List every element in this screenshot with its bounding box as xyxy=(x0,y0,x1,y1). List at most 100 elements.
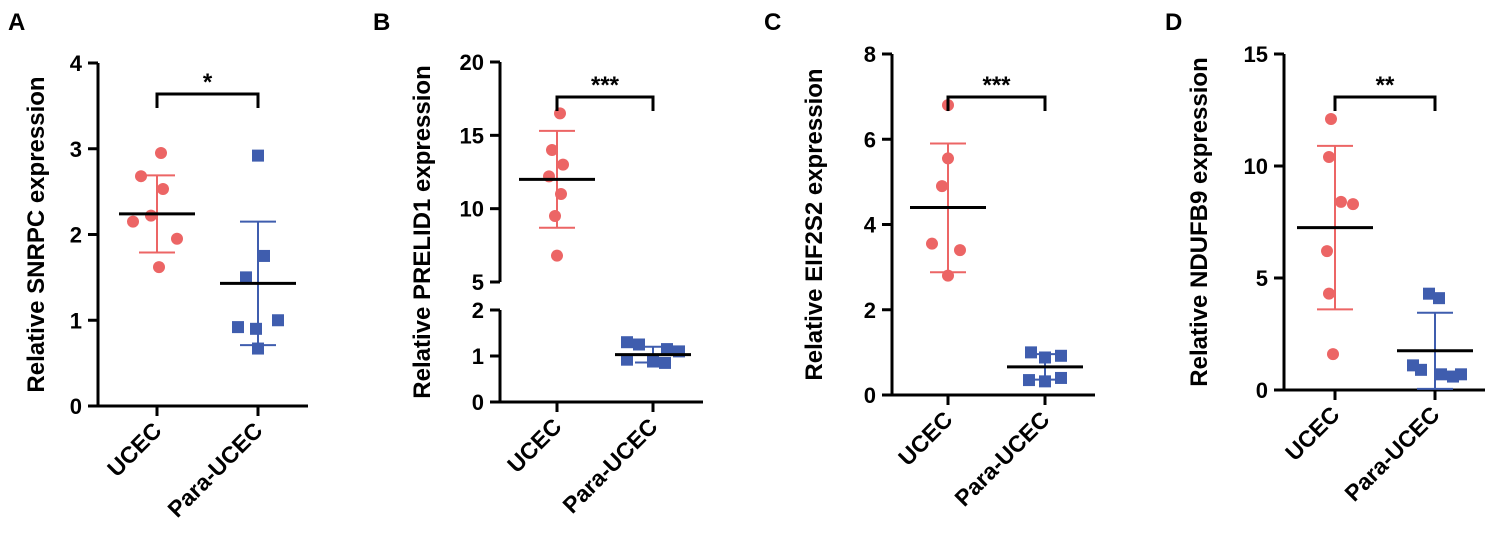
significance-label: * xyxy=(203,69,213,96)
data-point xyxy=(155,147,167,160)
data-point xyxy=(954,244,966,257)
y-tick-label: 3 xyxy=(70,137,82,162)
data-point xyxy=(1055,371,1067,384)
y-tick-label: 5 xyxy=(1256,266,1268,291)
x-tick-label: UCEC xyxy=(1280,401,1344,465)
data-point xyxy=(621,353,633,366)
data-point xyxy=(1025,346,1037,359)
data-point xyxy=(659,356,671,369)
y-tick-label: 0 xyxy=(1256,378,1268,403)
x-tick-label: UCEC xyxy=(502,413,566,477)
series-ucec xyxy=(1297,112,1373,361)
y-axis-label: Relative NDUFB9 expression xyxy=(1186,57,1213,386)
data-point xyxy=(1039,375,1051,388)
data-point xyxy=(551,249,563,262)
x-tick-label: Para-UCEC xyxy=(1339,401,1444,506)
y-axis-label: Relative SNRPC expression xyxy=(23,76,50,392)
data-point xyxy=(633,338,645,351)
data-point xyxy=(557,158,569,171)
series-para-ucec xyxy=(1397,287,1473,390)
significance-bracket xyxy=(1333,95,1437,111)
y-tick-label: 2 xyxy=(864,298,876,323)
data-point xyxy=(1323,287,1335,300)
data-point xyxy=(1327,348,1339,361)
y-tick-label: 0 xyxy=(864,383,876,408)
data-point xyxy=(1335,195,1347,208)
y-tick-label: 1 xyxy=(472,344,484,369)
data-point xyxy=(926,237,938,250)
significance-label: *** xyxy=(982,72,1011,99)
panel-letter: B xyxy=(373,9,390,36)
y-tick-label: 1 xyxy=(70,308,82,333)
data-point xyxy=(135,170,147,183)
x-tick-label: UCEC xyxy=(102,417,166,481)
data-point xyxy=(942,152,954,165)
data-point xyxy=(1039,351,1051,364)
panel-letter: D xyxy=(1165,9,1182,36)
y-tick-label: 20 xyxy=(460,50,484,75)
data-point xyxy=(157,183,169,196)
data-point xyxy=(647,355,659,368)
data-point xyxy=(1433,292,1445,305)
data-point xyxy=(240,271,252,284)
data-point xyxy=(252,342,264,355)
data-point xyxy=(661,343,673,356)
panel-letter: A xyxy=(8,9,25,36)
y-tick-label: 4 xyxy=(70,51,83,76)
panel-c: C Relative EIF2S2 expression 0 2 4 6 8 UCECPara… xyxy=(764,9,1095,511)
y-tick-label: 6 xyxy=(864,127,876,152)
y-tick-label: 5 xyxy=(472,270,484,295)
y-tick-label: 2 xyxy=(472,298,484,323)
data-point xyxy=(145,209,157,222)
data-point xyxy=(546,144,558,156)
significance-bracket xyxy=(555,95,655,111)
panel-a: A Relative SNRPC expression 0 1 2 3 4 UCECPara-… xyxy=(8,9,308,522)
series-ucec xyxy=(910,99,986,282)
data-point xyxy=(258,249,270,262)
y-tick-label: 4 xyxy=(864,213,877,238)
y-tick-label: 8 xyxy=(864,42,876,67)
significance-label: *** xyxy=(591,72,620,99)
data-point xyxy=(272,314,284,327)
x-tick-label: Para-UCEC xyxy=(949,406,1054,511)
data-point xyxy=(127,215,139,228)
data-point xyxy=(250,322,262,335)
data-point xyxy=(252,149,264,162)
data-point xyxy=(1415,363,1427,376)
y-tick-label: 10 xyxy=(460,197,484,222)
data-point xyxy=(1023,374,1035,387)
panel-b: B Relative PRELID1 expression 0 1 2 5 10 15 20 UC… xyxy=(373,9,703,518)
data-point xyxy=(942,269,954,282)
data-point xyxy=(1321,245,1333,258)
data-point xyxy=(555,188,567,200)
data-point xyxy=(936,180,948,193)
data-point xyxy=(549,210,561,222)
data-point xyxy=(621,336,633,349)
y-tick-label: 0 xyxy=(472,390,484,415)
data-point xyxy=(1447,370,1459,383)
series-para-ucec xyxy=(220,149,296,355)
y-tick-label: 15 xyxy=(460,123,484,148)
significance-bracket xyxy=(155,92,260,108)
data-point xyxy=(153,261,165,274)
y-axis-label: Relative EIF2S2 expression xyxy=(801,68,828,380)
data-point xyxy=(1347,198,1359,211)
series-para-ucec xyxy=(615,336,691,369)
x-tick-label: Para-UCEC xyxy=(162,417,267,522)
significance-label: ** xyxy=(1376,72,1395,99)
y-tick-label: 2 xyxy=(70,223,82,248)
data-point xyxy=(1423,287,1435,300)
series-para-ucec xyxy=(1007,346,1083,388)
y-tick-label: 15 xyxy=(1244,42,1268,67)
panel-letter: C xyxy=(764,9,781,36)
y-tick-label: 0 xyxy=(70,394,82,419)
x-tick-label: UCEC xyxy=(893,406,957,470)
data-point xyxy=(171,232,183,245)
data-point xyxy=(1055,349,1067,362)
series-ucec xyxy=(519,107,595,262)
data-point xyxy=(1323,151,1335,164)
series-ucec xyxy=(119,147,195,274)
significance-bracket xyxy=(946,95,1047,111)
